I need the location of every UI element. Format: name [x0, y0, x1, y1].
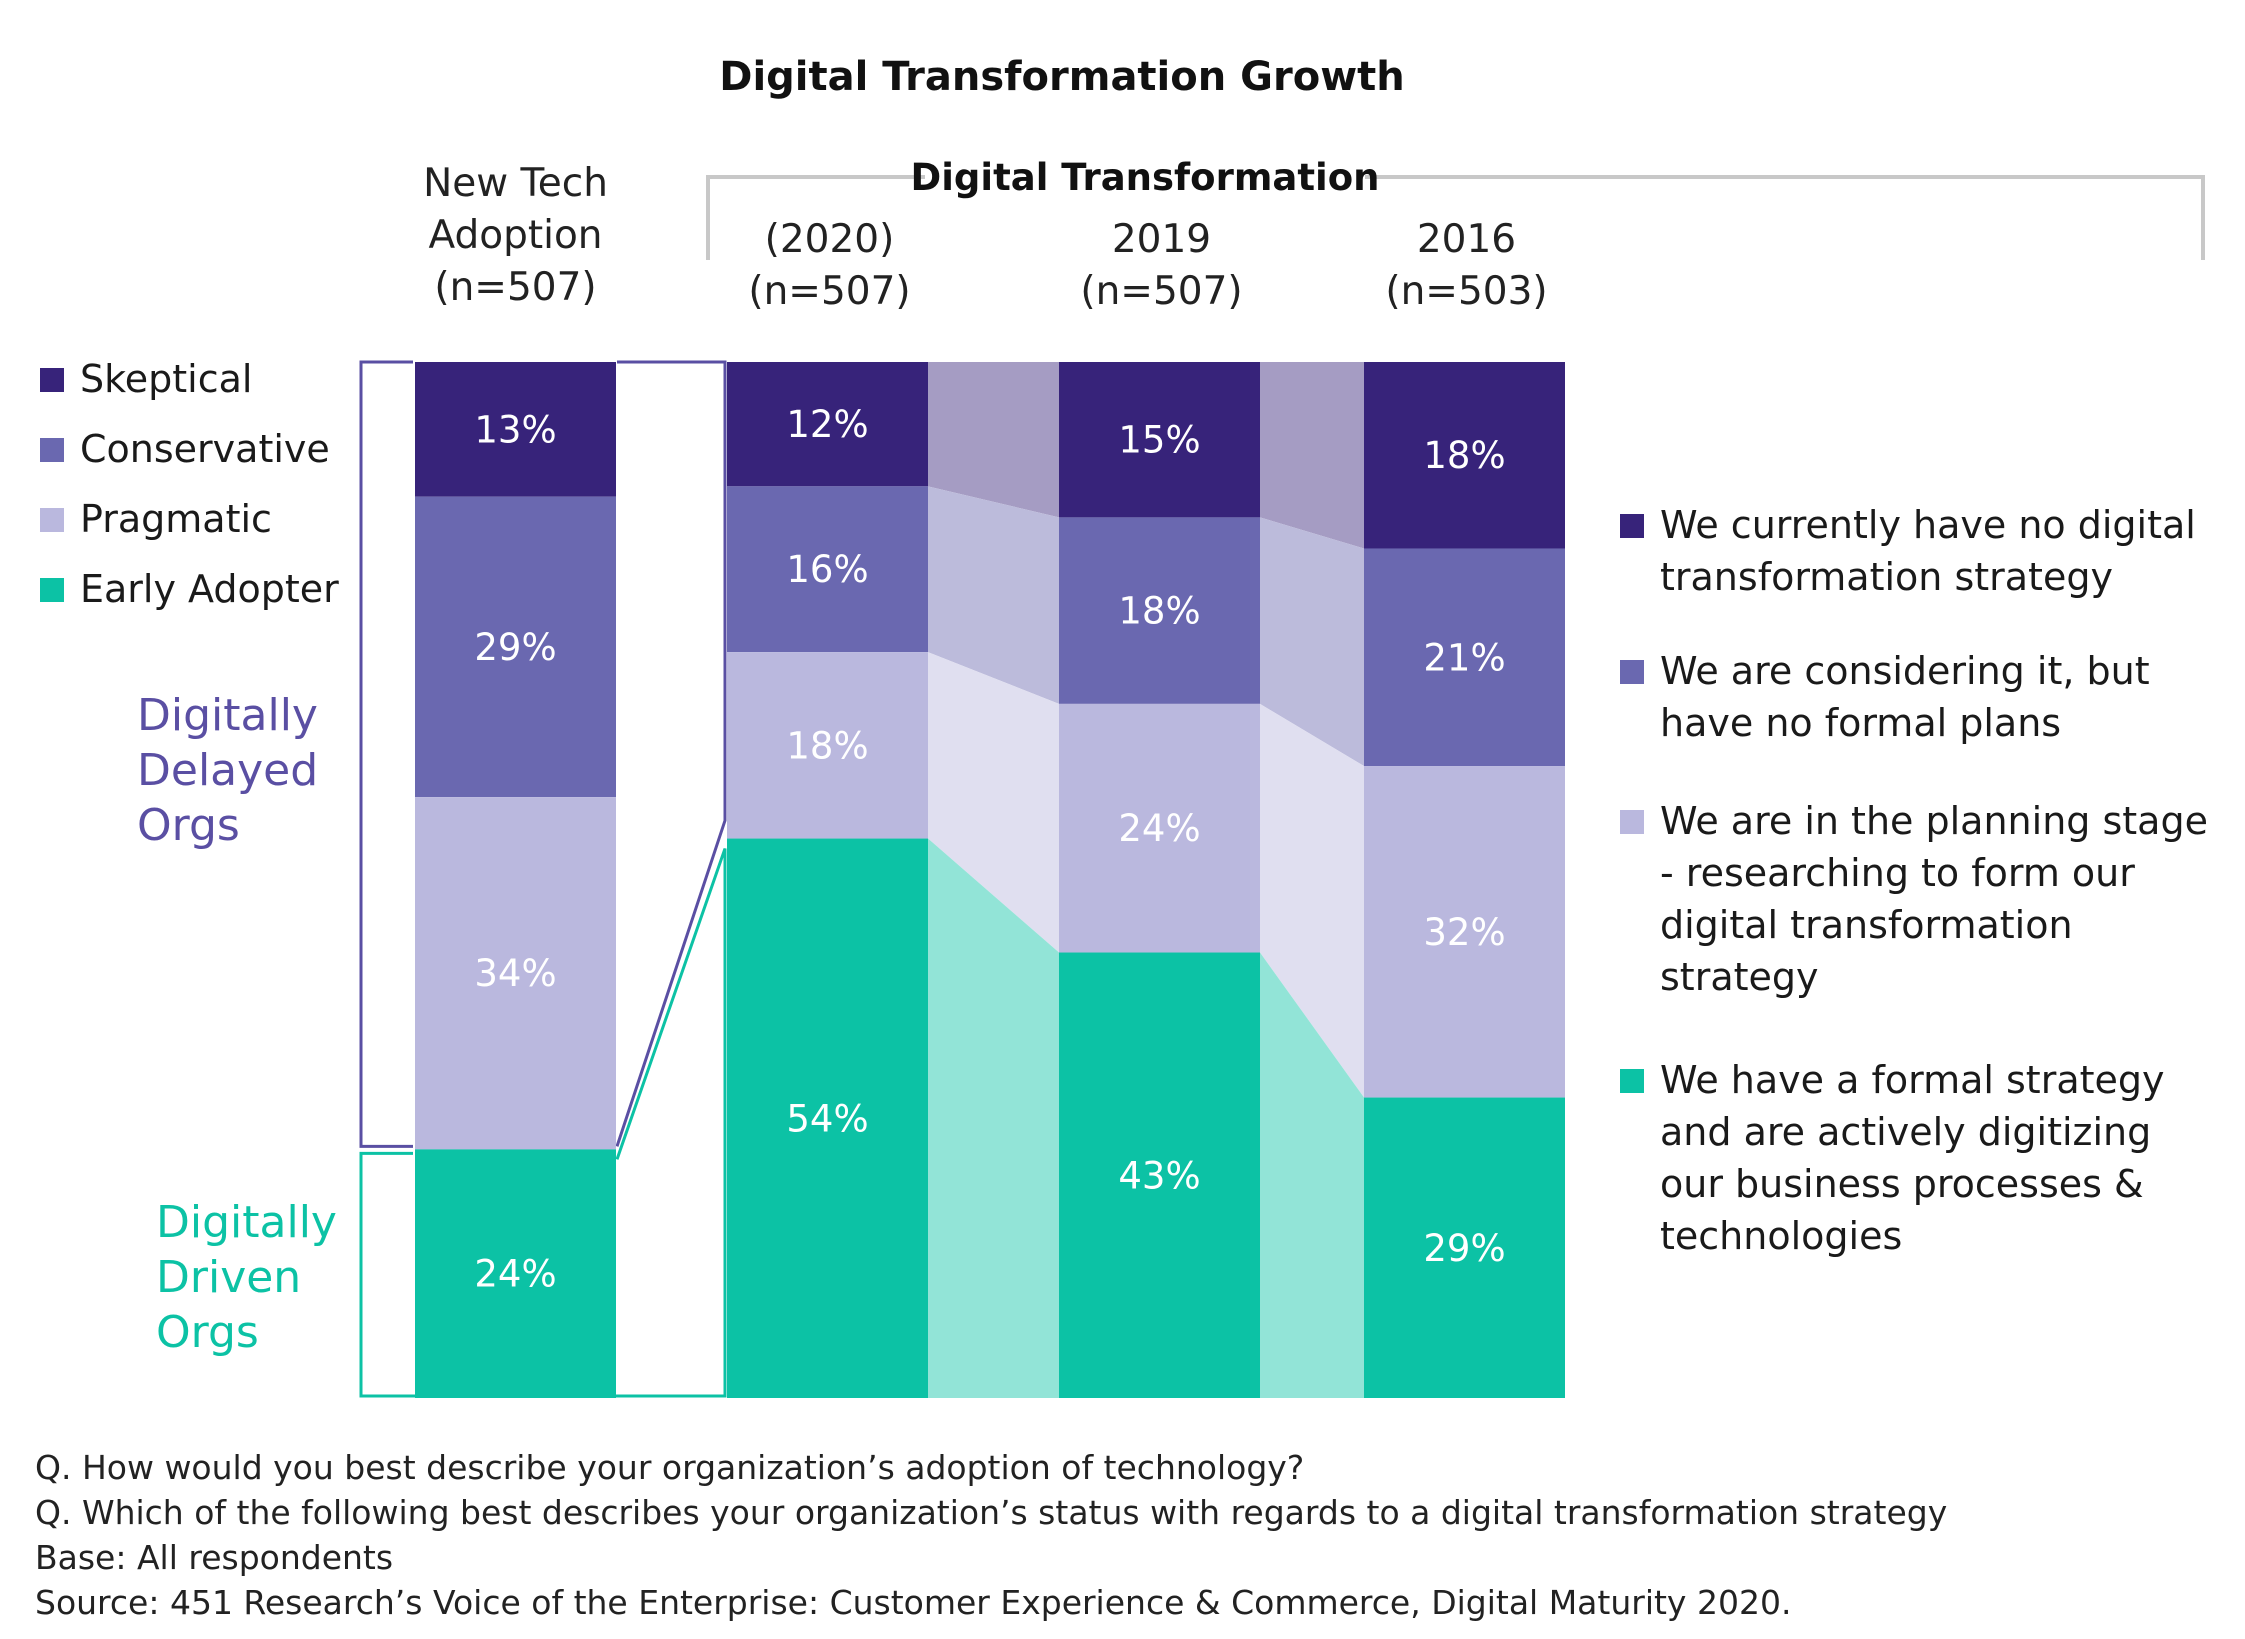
- legend-label-transformation-2-2: digital transformation: [1660, 903, 2073, 947]
- value-label-0-0: 13%: [474, 408, 556, 451]
- value-label-2-1: 18%: [1118, 590, 1200, 633]
- bar-segment-3-2: [1364, 766, 1565, 1098]
- column-header-0-2: (n=507): [434, 265, 596, 310]
- legend-label-transformation-2-1: - researching to form our: [1660, 851, 2135, 895]
- bar-segment-2-3: [1059, 952, 1260, 1398]
- legend-label-transformation-1-1: have no formal plans: [1660, 701, 2061, 745]
- legend-label-adoption-2: Pragmatic: [80, 497, 272, 541]
- value-label-1-3: 54%: [786, 1097, 868, 1140]
- flow-bands: [928, 362, 1364, 1398]
- bar-segment-3-1: [1364, 548, 1565, 767]
- bar-segment-0-3: [415, 1149, 616, 1398]
- legend-label-transformation-0-1: transformation strategy: [1660, 555, 2113, 599]
- bar-segment-1-0: [727, 362, 928, 487]
- bar-segment-0-2: [415, 797, 616, 1150]
- footnotes: Q. How would you best describe your orga…: [35, 1448, 1947, 1622]
- legend-swatch-transformation-2: [1620, 810, 1644, 834]
- column-header-2-1: (n=507): [1080, 269, 1242, 314]
- bar-segment-1-3: [727, 838, 928, 1398]
- value-label-3-0: 18%: [1423, 434, 1505, 477]
- flow-band-1-2: [928, 652, 1059, 953]
- legend-swatch-adoption-1: [40, 438, 64, 462]
- value-label-1-2: 18%: [786, 724, 868, 767]
- column-header-1-0: (2020): [765, 217, 895, 262]
- bar-segment-3-3: [1364, 1097, 1565, 1398]
- legend-label-transformation-2-0: We are in the planning stage: [1660, 799, 2208, 843]
- legend-label-transformation-3-1: and are actively digitizing: [1660, 1110, 2151, 1154]
- flow-band-2-3: [1260, 952, 1364, 1398]
- column-header-0-0: New Tech: [423, 161, 608, 206]
- group-label-0-0: Digitally: [137, 690, 318, 741]
- flow-band-1-1: [928, 486, 1059, 704]
- legend-label-transformation-3-0: We have a formal strategy: [1660, 1058, 2165, 1102]
- column-header-0-1: Adoption: [428, 213, 602, 258]
- value-label-1-0: 12%: [786, 403, 868, 446]
- group-label-0-2: Orgs: [137, 800, 240, 851]
- value-label-3-1: 21%: [1423, 636, 1505, 679]
- delayed-bracket: [359, 360, 413, 1148]
- digital-transformation-heading: Digital Transformation: [911, 156, 1380, 199]
- legend-label-transformation-3-3: technologies: [1660, 1214, 1902, 1258]
- bar-segment-2-1: [1059, 517, 1260, 704]
- legend-label-transformation-0-0: We currently have no digital: [1660, 503, 2196, 547]
- legend-swatch-adoption-2: [40, 508, 64, 532]
- group-label-1-2: Orgs: [156, 1307, 259, 1358]
- delayed-connector: [615, 360, 727, 1147]
- chart-title: Digital Transformation Growth: [719, 54, 1405, 100]
- legend-label-transformation-3-2: our business processes &: [1660, 1162, 2144, 1206]
- value-label-3-2: 32%: [1423, 911, 1505, 954]
- transformation-legend: We currently have no digital transformati…: [1620, 503, 2208, 1258]
- flow-band-2-1: [1260, 517, 1364, 767]
- group-label-1-1: Driven: [156, 1252, 301, 1303]
- column-header-2-0: 2019: [1112, 217, 1211, 262]
- legend-swatch-adoption-0: [40, 368, 64, 392]
- flow-band-1-3: [928, 838, 1059, 1398]
- value-label-3-3: 29%: [1423, 1227, 1505, 1270]
- flow-band-2-0: [1260, 362, 1364, 549]
- value-label-1-1: 16%: [786, 548, 868, 591]
- value-label-2-2: 24%: [1118, 807, 1200, 850]
- legend-label-transformation-2-3: strategy: [1660, 955, 1819, 999]
- column-header-3-0: 2016: [1417, 217, 1516, 262]
- legend-swatch-transformation-3: [1620, 1069, 1644, 1093]
- value-label-0-2: 34%: [474, 952, 556, 995]
- bar-segment-2-0: [1059, 362, 1260, 518]
- footnote-2: Base: All respondents: [35, 1538, 393, 1577]
- adoption-legend: Skeptical Conservative Pragmatic Early Adop…: [40, 357, 339, 611]
- legend-swatch-transformation-0: [1620, 514, 1644, 538]
- value-label-0-3: 24%: [474, 1253, 556, 1296]
- bar-segment-0-1: [415, 496, 616, 798]
- footnote-0: Q. How would you best describe your orga…: [35, 1448, 1304, 1487]
- digital-transformation-bracket: Digital Transformation: [706, 156, 2205, 260]
- legend-label-adoption-3: Early Adopter: [80, 567, 339, 611]
- flow-band-1-0: [928, 362, 1059, 518]
- bar-segment-2-2: [1059, 703, 1260, 953]
- group-label-0-1: Delayed: [137, 745, 318, 796]
- legend-swatch-adoption-3: [40, 578, 64, 602]
- column-header-3-1: (n=503): [1385, 269, 1547, 314]
- legend-label-adoption-0: Skeptical: [80, 357, 252, 401]
- flow-band-2-2: [1260, 703, 1364, 1098]
- footnote-1: Q. Which of the following best describes…: [35, 1493, 1947, 1532]
- legend-swatch-transformation-1: [1620, 660, 1644, 684]
- bar-segment-0-0: [415, 362, 616, 497]
- stacked-bars: 13% 29% 34% 24% 12% 16% 18% 54% 15% 18% 24% 43% 18% 2…: [415, 362, 1565, 1398]
- value-label-2-0: 15%: [1118, 419, 1200, 462]
- bar-segment-1-2: [727, 652, 928, 839]
- column-headers: New Tech Adoption (n=507) (2020) (n=507) 2019…: [423, 161, 1548, 314]
- legend-label-adoption-1: Conservative: [80, 427, 330, 471]
- value-label-0-1: 29%: [474, 626, 556, 669]
- group-label-1-0: Digitally: [156, 1197, 337, 1248]
- value-label-2-3: 43%: [1118, 1154, 1200, 1197]
- bar-segment-3-0: [1364, 362, 1565, 549]
- bar-segment-1-1: [727, 486, 928, 653]
- column-header-1-1: (n=507): [748, 269, 910, 314]
- legend-label-transformation-1-0: We are considering it, but: [1660, 649, 2150, 693]
- footnote-3: Source: 451 Research’s Voice of the Ente…: [35, 1583, 1791, 1622]
